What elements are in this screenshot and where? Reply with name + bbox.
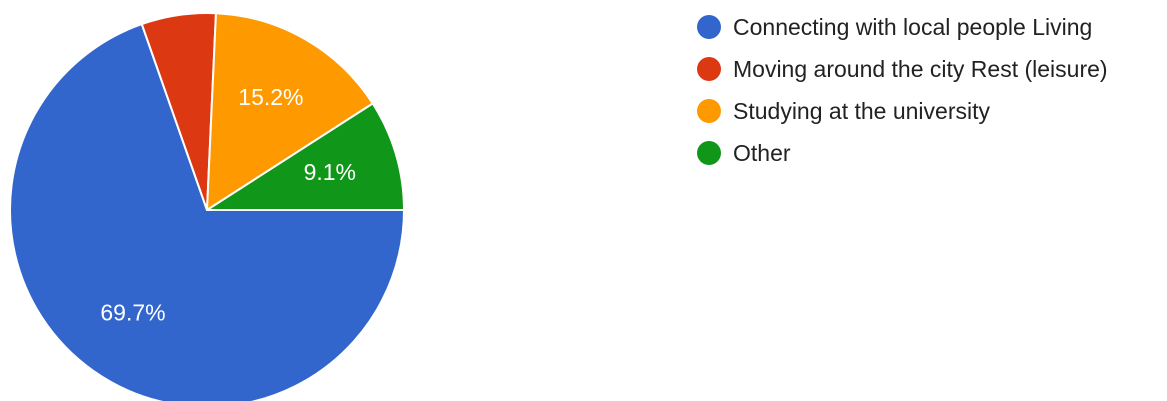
pie-slices [9,12,405,401]
pie-labels: 69.7% 15.2% 9.1% [100,84,356,325]
legend-label: Moving around the city Rest (leisure) [733,55,1108,82]
legend-label: Connecting with local people Living [733,13,1093,40]
legend-swatch [697,57,721,81]
legend-item[interactable]: Connecting with local people Living [697,6,1108,48]
pie-chart: 69.7% 15.2% 9.1% [9,12,405,401]
legend-item[interactable]: Moving around the city Rest (leisure) [697,48,1108,90]
legend-label: Studying at the university [733,97,990,124]
legend-swatch [697,141,721,165]
pie-slice-studying-at-the-university[interactable] [206,12,374,211]
pie-slice-other[interactable] [206,102,405,211]
legend-swatch [697,15,721,39]
legend-label: Other [733,139,791,166]
slice-label: 15.2% [238,84,303,110]
legend-item[interactable]: Other [697,132,1108,174]
legend-item[interactable]: Studying at the university [697,90,1108,132]
legend: Connecting with local people Living Movin… [697,6,1108,174]
legend-swatch [697,99,721,123]
pie-slice-connecting-with-local-people-living[interactable] [9,23,405,401]
slice-label: 9.1% [304,159,356,185]
slice-label: 69.7% [100,299,165,325]
